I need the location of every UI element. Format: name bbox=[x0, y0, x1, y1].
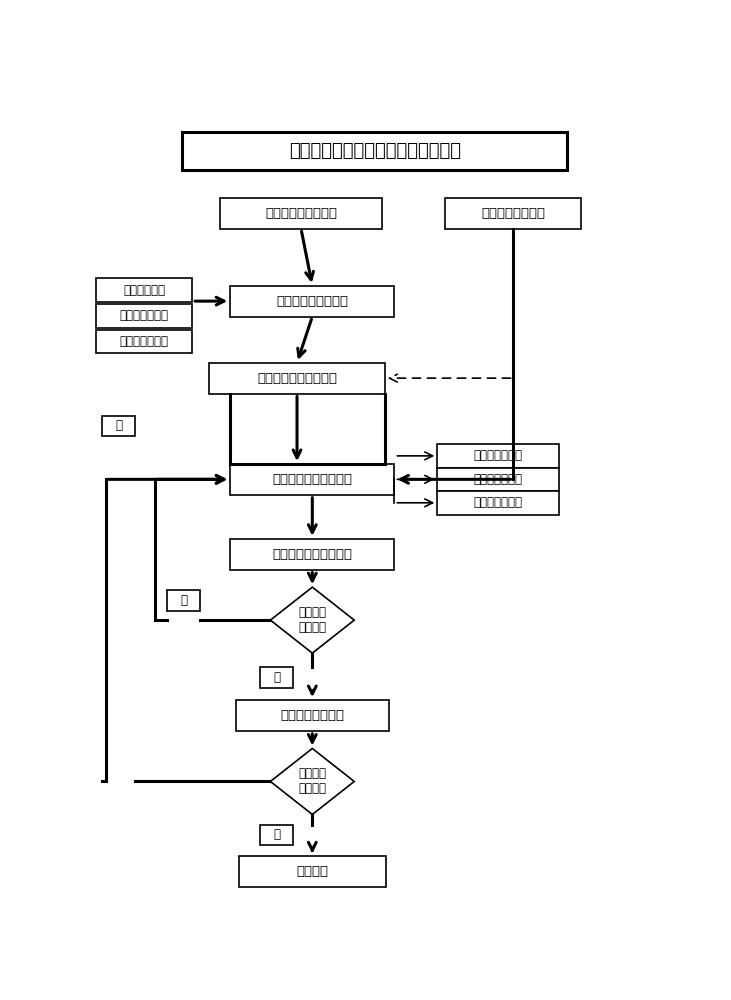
FancyBboxPatch shape bbox=[437, 444, 559, 468]
Text: 飞轮被动隔振仿真分析: 飞轮被动隔振仿真分析 bbox=[273, 548, 352, 561]
FancyBboxPatch shape bbox=[96, 330, 192, 353]
FancyBboxPatch shape bbox=[182, 132, 567, 170]
FancyBboxPatch shape bbox=[445, 198, 581, 229]
Text: 飞轮动力学模型建立: 飞轮动力学模型建立 bbox=[276, 295, 348, 308]
Text: 一种卫星飞轮被动隔振系统设计方法: 一种卫星飞轮被动隔振系统设计方法 bbox=[289, 142, 461, 160]
Text: 飞轮构型及组成分析: 飞轮构型及组成分析 bbox=[265, 207, 337, 220]
FancyBboxPatch shape bbox=[238, 856, 386, 887]
FancyBboxPatch shape bbox=[96, 278, 192, 302]
Text: 飞轮振动特性仿真分析: 飞轮振动特性仿真分析 bbox=[257, 372, 337, 385]
Text: 飞轮特性参数: 飞轮特性参数 bbox=[123, 284, 165, 297]
FancyBboxPatch shape bbox=[230, 464, 395, 495]
FancyBboxPatch shape bbox=[437, 491, 559, 515]
FancyBboxPatch shape bbox=[236, 700, 389, 731]
Text: 多体动力学理论: 多体动力学理论 bbox=[120, 335, 169, 348]
Text: 有限元建模理论: 有限元建模理论 bbox=[120, 309, 169, 322]
Text: 否: 否 bbox=[115, 419, 122, 432]
FancyBboxPatch shape bbox=[260, 667, 293, 688]
FancyBboxPatch shape bbox=[230, 539, 395, 570]
Text: 飞轮振动特性试验: 飞轮振动特性试验 bbox=[482, 207, 545, 220]
Text: 飞轮被动隔振方案设计: 飞轮被动隔振方案设计 bbox=[273, 473, 352, 486]
Text: 隔振器布局设计: 隔振器布局设计 bbox=[474, 496, 523, 509]
Polygon shape bbox=[270, 748, 355, 814]
FancyBboxPatch shape bbox=[230, 286, 395, 317]
FancyBboxPatch shape bbox=[209, 363, 385, 394]
Text: 是: 是 bbox=[273, 828, 280, 842]
FancyBboxPatch shape bbox=[260, 825, 293, 845]
Text: 隔振器阻尼设计: 隔振器阻尼设计 bbox=[474, 473, 523, 486]
Text: 飞轮被动隔振试验: 飞轮被动隔振试验 bbox=[280, 709, 344, 722]
Polygon shape bbox=[270, 587, 355, 653]
FancyBboxPatch shape bbox=[102, 416, 135, 436]
FancyBboxPatch shape bbox=[437, 468, 559, 491]
Text: 是否满足
指标要求: 是否满足 指标要求 bbox=[298, 606, 326, 634]
FancyBboxPatch shape bbox=[96, 304, 192, 328]
Text: 是: 是 bbox=[273, 671, 280, 684]
Text: 是否满足
指标要求: 是否满足 指标要求 bbox=[298, 767, 326, 795]
FancyBboxPatch shape bbox=[167, 590, 200, 611]
Text: 设计完成: 设计完成 bbox=[296, 865, 328, 878]
FancyBboxPatch shape bbox=[220, 198, 382, 229]
Text: 否: 否 bbox=[181, 594, 187, 607]
Text: 隔振器刚度设计: 隔振器刚度设计 bbox=[474, 449, 523, 462]
